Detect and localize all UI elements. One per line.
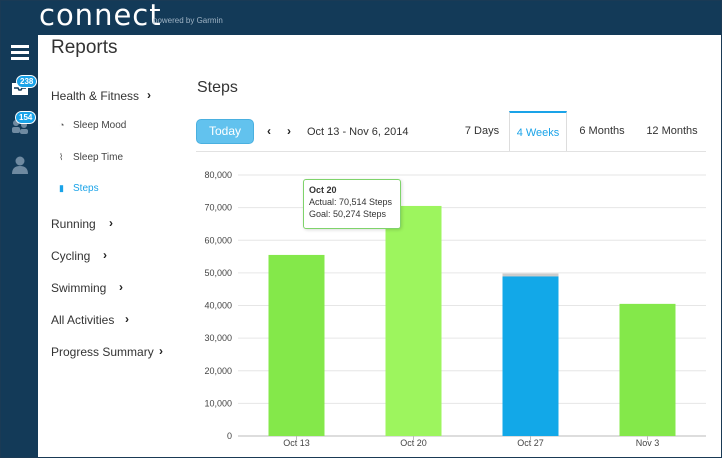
y-tick-label: 20,000 [204,366,232,376]
connect-logo[interactable]: connect [39,0,162,32]
steps-bar [619,303,676,436]
y-tick-label: 0 [227,431,232,441]
nav-section-label: Progress Summary [51,345,154,359]
tooltip-actual: Actual: 70,514 Steps [309,197,393,207]
x-tick-label: Oct 20 [400,438,427,448]
nav-progress-summary[interactable]: Progress Summary [51,345,154,359]
connections-icon[interactable] [10,117,30,140]
left-rail: 238 154 [1,35,38,457]
nav-running[interactable]: Running [51,217,96,231]
nav-sub-label: Steps [73,183,99,194]
nav-all-activities[interactable]: All Activities [51,313,114,327]
tab-6-months[interactable]: 6 Months [579,125,625,137]
y-tick-label: 30,000 [204,333,232,343]
nav-health-fitness[interactable]: Health & Fitness [51,89,139,103]
chevron-right-icon[interactable]: › [125,312,129,326]
nav-section-label: Health & Fitness [51,89,140,103]
connections-badge: 154 [15,111,37,124]
pulse-icon: ⌇ [59,152,64,162]
tab-7-days[interactable]: 7 Days [464,125,500,137]
hamburger-menu-icon[interactable] [10,43,30,66]
top-bar: connect powered by Garmin [1,0,721,35]
chevron-left-icon[interactable]: ‹ [267,124,271,138]
today-button[interactable]: Today [196,119,254,144]
nav-section-label: Cycling [51,249,91,263]
nav-swimming[interactable]: Swimming [51,281,106,295]
x-tick-label: Oct 13 [283,438,310,448]
nav-steps[interactable]: ▮ Steps [59,183,99,194]
y-tick-label: 50,000 [204,268,232,278]
tooltip-date: Oct 20 [309,185,337,195]
chevron-right-icon[interactable]: › [109,216,113,230]
user-icon[interactable] [10,155,30,180]
chevron-right-icon[interactable]: › [147,88,151,102]
date-range-label: Oct 13 - Nov 6, 2014 [307,126,409,138]
steps-bar [268,254,325,436]
nav-section-label: Running [51,217,96,231]
y-tick-label: 10,000 [204,398,232,408]
y-tick-label: 40,000 [204,301,232,311]
y-tick-label: 70,000 [204,203,232,213]
powered-by-text: powered by Garmin [153,16,223,25]
tooltip-goal: Goal: 50,274 Steps [309,209,387,219]
chevron-right-icon[interactable]: › [103,248,107,262]
y-tick-label: 80,000 [204,170,232,180]
inbox-badge: 238 [16,75,38,88]
tab-4-weeks[interactable]: 4 Weeks [509,111,567,151]
tab-12-months[interactable]: 12 Months [646,125,698,137]
nav-section-label: All Activities [51,313,115,327]
nav-sleep-mood[interactable]: ◔ Sleep Mood [59,120,126,131]
steps-bar [502,276,559,436]
chevron-right-icon[interactable]: › [119,280,123,294]
x-tick-label: Oct 27 [517,438,544,448]
x-tick-label: Nov 3 [636,438,660,448]
nav-sub-label: Sleep Time [73,152,124,163]
nav-sub-label: Sleep Mood [73,120,127,131]
page-title: Reports [51,37,118,58]
chart-tooltip: Oct 20 Actual: 70,514 Steps Goal: 50,274… [303,179,401,229]
chevron-right-icon[interactable]: › [287,124,291,138]
steps-bar [385,205,442,436]
bar-chart-icon: ▮ [59,183,64,193]
tab-divider [196,151,706,152]
nav-sleep-time[interactable]: ⌇ Sleep Time [59,152,123,163]
report-title: Steps [197,79,238,96]
chevron-right-icon[interactable]: › [159,344,163,358]
nav-section-label: Swimming [51,281,107,295]
nav-cycling[interactable]: Cycling [51,249,90,263]
clock-icon: ◔ [59,120,65,130]
y-tick-label: 60,000 [204,235,232,245]
